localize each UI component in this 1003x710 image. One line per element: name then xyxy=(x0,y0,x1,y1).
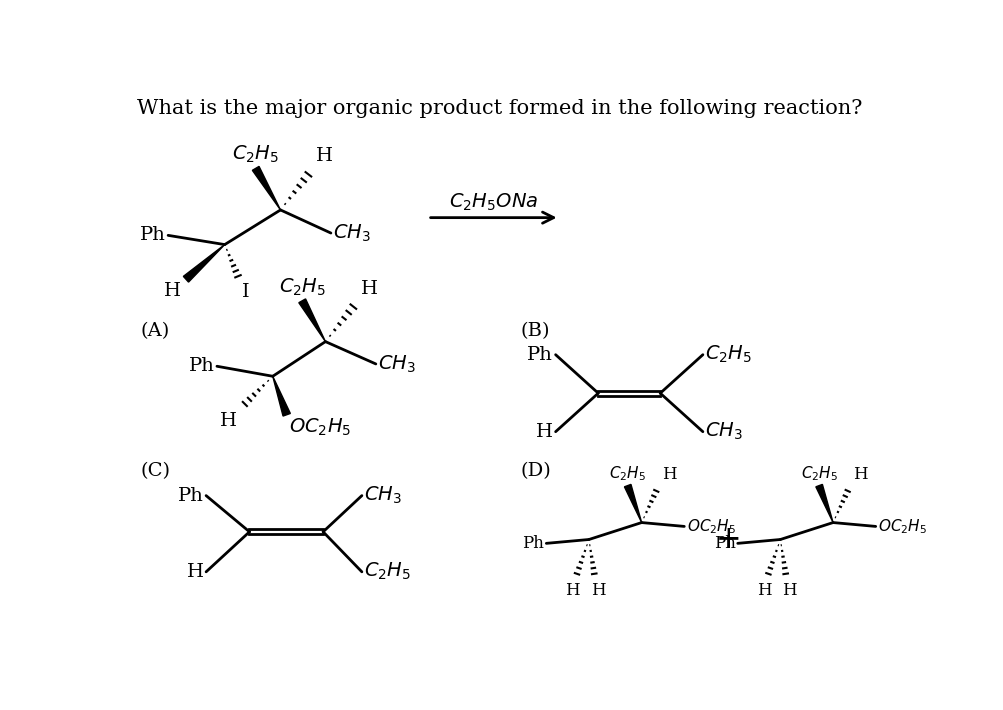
Text: H: H xyxy=(591,582,605,599)
Polygon shape xyxy=(815,484,832,523)
Text: $OC_2H_5$: $OC_2H_5$ xyxy=(289,416,351,437)
Text: $C_2H_5$: $C_2H_5$ xyxy=(279,276,325,297)
Text: H: H xyxy=(781,582,796,599)
Text: $C_2H_5$: $C_2H_5$ xyxy=(609,464,646,484)
Text: H: H xyxy=(536,422,553,441)
Text: $CH_3$: $CH_3$ xyxy=(364,485,401,506)
Text: (C): (C) xyxy=(140,462,171,481)
Text: $OC_2H_5$: $OC_2H_5$ xyxy=(686,517,735,536)
Polygon shape xyxy=(252,166,280,210)
Text: Ph: Ph xyxy=(527,346,553,364)
Text: $C_2H_5ONa$: $C_2H_5ONa$ xyxy=(448,192,538,213)
Text: H: H xyxy=(164,283,182,300)
Text: (B): (B) xyxy=(521,322,550,340)
Polygon shape xyxy=(184,244,225,282)
Text: H: H xyxy=(187,563,204,581)
Polygon shape xyxy=(624,484,641,523)
Text: $C_2H_5$: $C_2H_5$ xyxy=(704,344,751,366)
Text: Ph: Ph xyxy=(713,535,734,552)
Text: $CH_3$: $CH_3$ xyxy=(333,222,371,244)
Text: $C_2H_5$: $C_2H_5$ xyxy=(232,144,279,165)
Text: H: H xyxy=(565,582,580,599)
Text: H: H xyxy=(661,466,676,484)
Text: +: + xyxy=(715,524,740,555)
Text: Ph: Ph xyxy=(139,226,165,244)
Text: (D): (D) xyxy=(521,462,551,481)
Text: Ph: Ph xyxy=(522,535,544,552)
Text: $CH_3$: $CH_3$ xyxy=(704,421,742,442)
Text: What is the major organic product formed in the following reaction?: What is the major organic product formed… xyxy=(137,99,862,118)
Text: $C_2H_5$: $C_2H_5$ xyxy=(799,464,837,484)
Text: Ph: Ph xyxy=(189,357,215,376)
Text: (A): (A) xyxy=(140,322,171,340)
Text: $OC_2H_5$: $OC_2H_5$ xyxy=(878,517,926,536)
Polygon shape xyxy=(273,376,290,416)
Text: H: H xyxy=(756,582,770,599)
Text: H: H xyxy=(361,280,378,297)
Text: H: H xyxy=(853,466,867,484)
Text: H: H xyxy=(316,147,333,165)
Text: Ph: Ph xyxy=(178,486,204,505)
Text: $CH_3$: $CH_3$ xyxy=(378,354,415,375)
Polygon shape xyxy=(299,299,325,342)
Text: H: H xyxy=(220,412,237,430)
Text: $C_2H_5$: $C_2H_5$ xyxy=(364,561,411,582)
Text: I: I xyxy=(242,283,249,301)
